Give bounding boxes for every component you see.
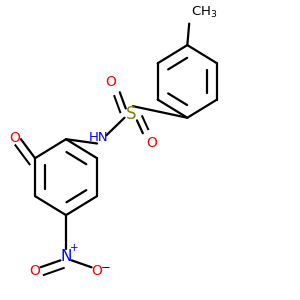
Text: −: − [101, 261, 111, 274]
Text: O: O [105, 75, 116, 89]
Text: CH$_3$: CH$_3$ [191, 4, 218, 20]
Text: N: N [60, 249, 72, 264]
Text: +: + [70, 243, 79, 253]
Text: S: S [126, 105, 136, 123]
Text: O: O [29, 264, 40, 278]
Text: O: O [9, 131, 20, 145]
Text: HN: HN [89, 131, 109, 144]
Text: O: O [92, 264, 103, 278]
Text: O: O [147, 136, 158, 150]
